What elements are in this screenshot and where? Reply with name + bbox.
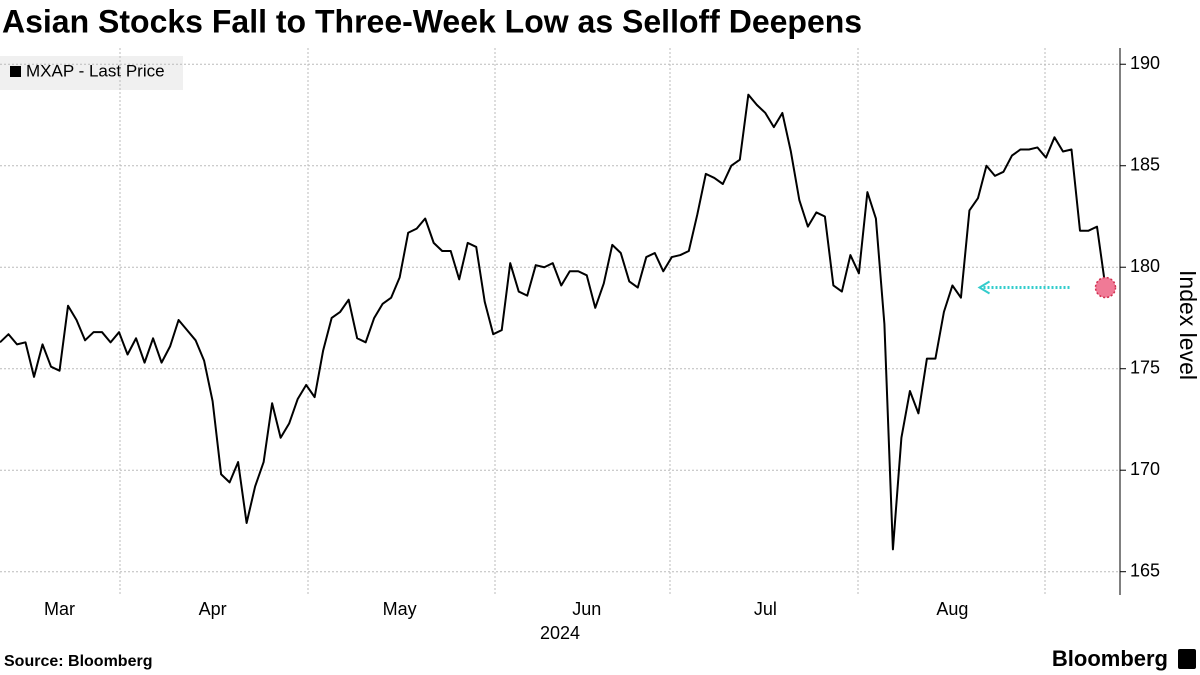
- x-tick-label: Apr: [199, 599, 227, 619]
- x-tick-label: Mar: [44, 599, 75, 619]
- x-tick-label: May: [383, 599, 417, 619]
- legend-label: MXAP - Last Price: [26, 61, 165, 80]
- last-point-marker: [1094, 276, 1117, 299]
- x-tick-label: Aug: [936, 599, 968, 619]
- y-axis-label: Index level: [1175, 270, 1200, 380]
- legend-swatch: [10, 66, 21, 77]
- y-tick-label: 165: [1130, 560, 1160, 580]
- y-tick-label: 175: [1130, 357, 1160, 377]
- x-grid: [119, 48, 1046, 595]
- x-tick-label: Jul: [754, 599, 777, 619]
- y-tick-label: 185: [1130, 154, 1160, 174]
- year-label: 2024: [540, 623, 580, 643]
- chart-title: Asian Stocks Fall to Three-Week Low as S…: [2, 3, 862, 39]
- brand-icon: [1178, 649, 1196, 669]
- annotation-arrowhead: [977, 280, 991, 295]
- y-tick-label: 170: [1130, 459, 1160, 479]
- brand: Bloomberg: [1052, 646, 1168, 671]
- y-tick-label: 190: [1130, 53, 1160, 73]
- source: Source: Bloomberg: [4, 653, 152, 670]
- y-tick-label: 180: [1130, 256, 1160, 276]
- legend-box: [0, 56, 183, 90]
- x-tick-label: Jun: [572, 599, 601, 619]
- price-line: [0, 93, 1107, 551]
